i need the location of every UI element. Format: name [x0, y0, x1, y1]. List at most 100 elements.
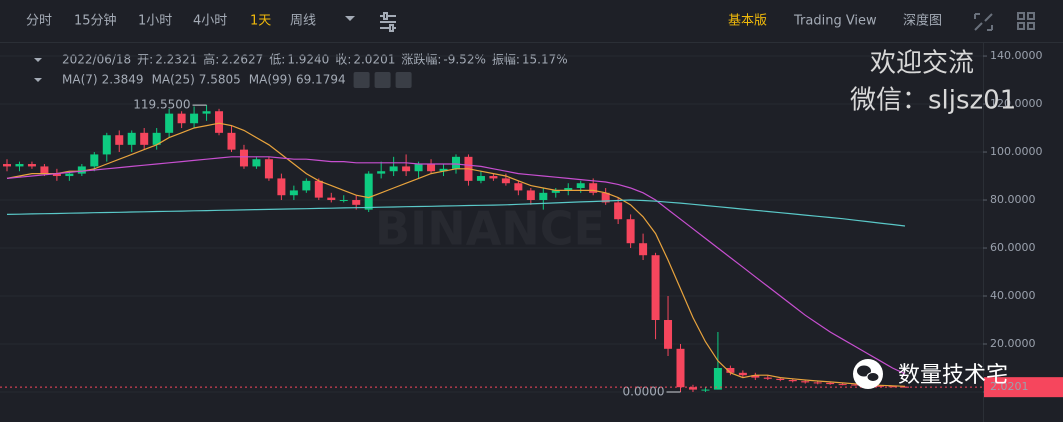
interval-tab[interactable]: 1小时: [138, 14, 172, 29]
candle-body: [15, 164, 24, 167]
candle-body: [27, 164, 36, 167]
candle-body: [152, 132, 161, 145]
overlay-text: 欢迎交流: [870, 49, 974, 79]
candle-body: [389, 166, 398, 172]
candle-body: [439, 168, 448, 172]
candle-body: [788, 380, 797, 382]
candle-body: [140, 132, 149, 145]
toolbar: 分时 15分钟 1小时 4小时 1天 周线 基本版 Trading View 深度图: [26, 13, 942, 29]
y-tick-label: 60.0000: [990, 241, 1036, 254]
candle-body: [514, 183, 523, 191]
view-tab[interactable]: Trading View: [793, 14, 877, 29]
y-tick-label: 40.0000: [990, 289, 1036, 302]
legend-toggle[interactable]: [34, 58, 42, 62]
last-price-label: 2.0201: [990, 380, 1029, 393]
interval-tab[interactable]: 1天: [250, 14, 271, 29]
candle-body: [165, 113, 174, 133]
interval-tab[interactable]: 分时: [26, 14, 52, 29]
candle-body: [190, 113, 199, 124]
candle-body: [489, 176, 498, 179]
candle-body: [688, 387, 697, 390]
candle-body: [776, 378, 785, 381]
brand-text: 数量技术宅: [898, 363, 1008, 388]
legend-item: 15.17%: [522, 53, 568, 67]
candle-body: [314, 180, 323, 198]
ohlc-legend: 2022/06/18 开: 2.2321 高: 2.2627 低: 1.9240 收: 2.02…: [62, 52, 568, 67]
candle-body: [302, 180, 311, 191]
candle-body: [40, 166, 49, 174]
candle-body: [726, 368, 735, 373]
legend-name: MA(99): [249, 73, 292, 87]
candle-body: [601, 192, 610, 203]
view-tab[interactable]: 基本版: [728, 14, 767, 29]
candle-body: [713, 368, 722, 390]
legend-item: 2.2321: [155, 53, 197, 67]
fullscreen-icon[interactable]: [974, 13, 993, 31]
y-tick-label: 120.0000: [990, 97, 1043, 110]
interval-tab[interactable]: 周线: [290, 14, 316, 29]
legend-name: MA(7): [62, 73, 98, 87]
y-tick-label: 100.0000: [990, 145, 1043, 158]
candle-body: [364, 173, 373, 210]
candle-body: [177, 113, 186, 124]
legend-item: 低:: [269, 53, 285, 67]
candle-body: [414, 164, 423, 172]
candle-body: [763, 377, 772, 379]
candle-body: [626, 219, 635, 244]
legend-icon[interactable]: [374, 72, 391, 88]
legend-icon[interactable]: [353, 72, 370, 88]
candle-body: [65, 173, 74, 177]
candle-body: [215, 111, 224, 133]
legend-name: MA(25): [152, 73, 195, 87]
candle-body: [738, 372, 747, 376]
candle-body: [3, 164, 11, 167]
candle-body: [115, 135, 124, 145]
candle-body: [838, 384, 847, 386]
ma-line: [6, 199, 906, 227]
candle-body: [701, 389, 710, 391]
candle-body: [876, 385, 885, 387]
last-price-tag: [984, 377, 1063, 398]
candle-body: [589, 183, 598, 193]
candle-body: [576, 183, 585, 189]
y-tick-label: 20.0000: [990, 337, 1036, 350]
candle-body: [501, 178, 510, 184]
candle-body: [277, 178, 286, 196]
max-label: 119.5500: [133, 98, 190, 112]
candle-body: [751, 375, 760, 378]
candle-body: [202, 111, 211, 114]
candle-body: [851, 384, 860, 386]
candle-body: [476, 176, 485, 181]
candle-body: [427, 164, 436, 172]
candle-body: [888, 386, 897, 388]
ma-line: [6, 156, 906, 375]
legend-icon[interactable]: [395, 72, 412, 88]
candle-body: [102, 135, 111, 155]
more-dropdown[interactable]: [345, 16, 355, 21]
candle-body: [127, 132, 136, 145]
legend-item: 2022/06/18: [62, 53, 131, 67]
overlay-text: 微信：sljsz01: [850, 86, 1016, 116]
candle-body: [327, 197, 336, 201]
candle-body: [339, 200, 348, 202]
legend-toggle[interactable]: [34, 78, 42, 82]
legend-item: 开:: [137, 53, 153, 67]
candle-body: [539, 192, 548, 201]
legend-item: 振幅:: [492, 52, 520, 67]
candle-body: [801, 381, 810, 383]
candle-body: [639, 243, 648, 256]
layout-icon[interactable]: [1017, 12, 1035, 30]
settings-icon[interactable]: [380, 12, 396, 32]
interval-tab[interactable]: 4小时: [193, 14, 227, 29]
candle-body: [526, 190, 535, 201]
legend-item: 2.0201: [353, 53, 395, 67]
wechat-icon: [853, 359, 883, 389]
candle-body: [377, 171, 386, 174]
min-label: 0.0000: [623, 385, 665, 399]
legend-item: 1.9240: [287, 53, 329, 67]
interval-tab[interactable]: 15分钟: [74, 13, 117, 29]
candle-body: [264, 159, 273, 179]
candle-body: [402, 166, 411, 172]
view-tab[interactable]: 深度图: [903, 13, 942, 29]
